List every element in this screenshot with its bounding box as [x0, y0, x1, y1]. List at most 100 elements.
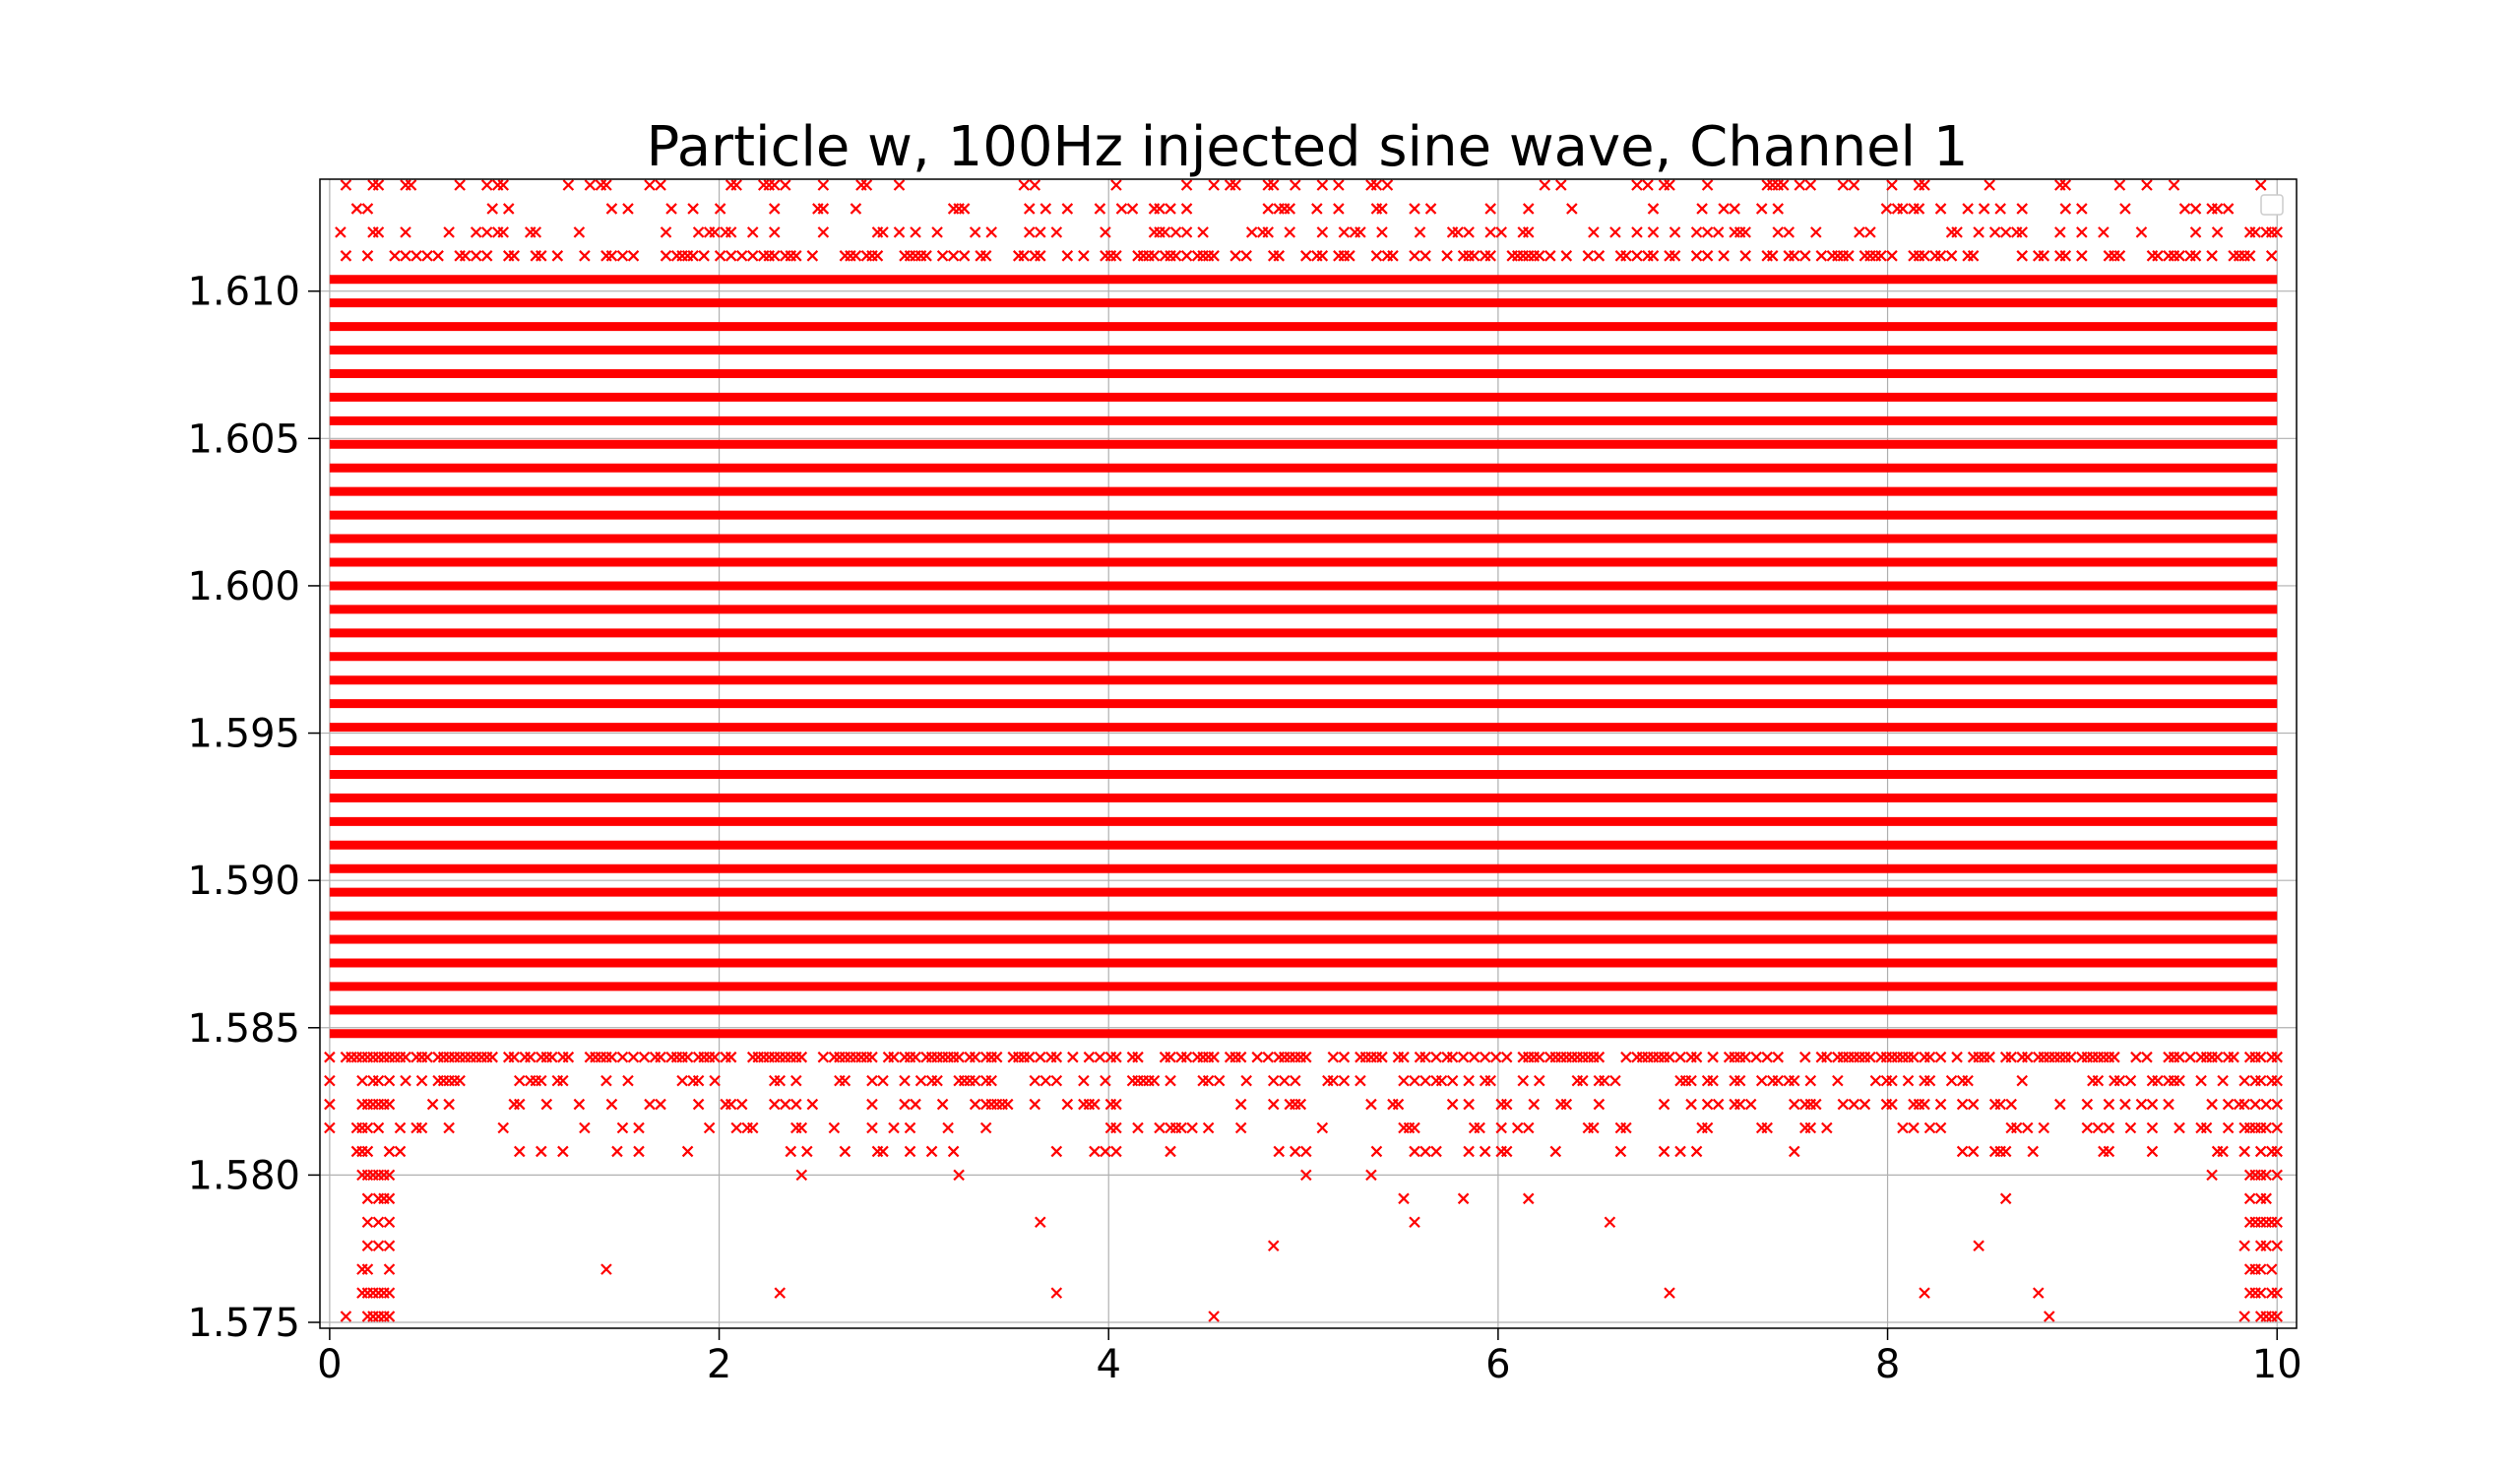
data-point	[985, 226, 997, 238]
data-point	[2168, 179, 2180, 191]
data-point	[2130, 1051, 2142, 1063]
data-point	[2059, 179, 2072, 191]
data-point	[1804, 1074, 1817, 1087]
data-point	[1593, 1098, 1606, 1111]
data-point	[2222, 1098, 2235, 1111]
data-point	[2092, 1121, 2105, 1134]
data-point	[1783, 226, 1796, 238]
x-tick-label: 2	[707, 1342, 731, 1387]
data-point	[709, 1051, 721, 1063]
data-point	[2249, 226, 2261, 238]
data-point	[1555, 179, 1567, 191]
data-point	[2238, 1311, 2250, 1322]
data-point	[735, 1098, 748, 1111]
data-point	[372, 179, 385, 191]
data-point	[1208, 179, 1220, 191]
data-point	[839, 1145, 851, 1158]
data-point	[687, 203, 699, 215]
data-point	[1430, 1051, 1442, 1063]
data-point	[1409, 1074, 1420, 1087]
data-point	[1560, 1098, 1573, 1111]
data-point	[1500, 1098, 1513, 1111]
data-point	[1376, 226, 1388, 238]
data-point	[400, 250, 411, 262]
data-point	[1208, 250, 1220, 262]
data-point	[497, 179, 510, 191]
data-point	[1300, 1169, 1312, 1182]
x-tick-label: 10	[2252, 1342, 2302, 1387]
data-point	[1300, 250, 1312, 262]
data-point	[1067, 1051, 1079, 1063]
data-point	[953, 1169, 965, 1182]
data-point	[969, 1098, 981, 1111]
data-point	[2119, 1098, 2131, 1111]
data-point	[969, 1051, 981, 1063]
data-point	[1202, 1121, 1215, 1134]
data-point	[2076, 250, 2088, 262]
data-point	[2260, 1169, 2272, 1182]
data-point	[579, 250, 591, 262]
data-point	[2206, 250, 2218, 262]
data-point	[2178, 203, 2191, 215]
data-point	[1089, 1145, 1101, 1158]
data-point	[714, 250, 726, 262]
data-point	[383, 1263, 396, 1275]
data-point	[899, 1074, 911, 1087]
data-point	[383, 1287, 396, 1299]
data-point	[1614, 1145, 1627, 1158]
data-point	[1919, 1098, 1930, 1111]
data-point	[1316, 250, 1329, 262]
data-point	[1333, 203, 1345, 215]
data-point	[1040, 203, 1052, 215]
data-point	[340, 1311, 352, 1322]
data-point	[1994, 1098, 2006, 1111]
data-point	[1712, 226, 1725, 238]
data-point	[1468, 1051, 1480, 1063]
data-point	[687, 250, 699, 262]
data-point	[616, 1121, 629, 1134]
data-point	[1050, 1287, 1063, 1299]
data-point	[1273, 250, 1286, 262]
y-tick-label: 1.605	[187, 416, 300, 462]
data-point	[1951, 226, 1963, 238]
data-point	[616, 250, 629, 262]
data-point	[2005, 1051, 2017, 1063]
data-point	[698, 250, 710, 262]
data-point	[2038, 1121, 2050, 1134]
data-point	[394, 1145, 407, 1158]
data-point	[372, 226, 385, 238]
data-point	[1061, 1098, 1074, 1111]
data-point	[724, 1051, 737, 1063]
data-point	[1577, 1074, 1589, 1087]
data-point	[426, 1098, 439, 1111]
data-point	[383, 1098, 396, 1111]
data-point	[936, 1098, 949, 1111]
data-point	[324, 1098, 336, 1111]
data-point	[1110, 1145, 1122, 1158]
data-point	[2081, 1098, 2094, 1111]
data-point	[2032, 1287, 2045, 1299]
data-point	[2206, 1169, 2218, 1182]
data-point	[1956, 1145, 1969, 1158]
data-point	[605, 203, 618, 215]
data-point	[2113, 179, 2126, 191]
data-point	[361, 1192, 374, 1205]
data-point	[1457, 1192, 1470, 1205]
data-point	[1495, 226, 1507, 238]
data-point	[1988, 226, 2001, 238]
data-point	[1718, 250, 1730, 262]
data-point	[1843, 250, 1855, 262]
data-point	[1544, 250, 1556, 262]
data-point	[774, 1287, 787, 1299]
data-point	[1923, 1074, 1936, 1087]
data-point	[562, 1051, 575, 1063]
data-point	[1463, 226, 1475, 238]
data-point	[1934, 250, 1947, 262]
data-point	[1284, 226, 1296, 238]
data-point	[470, 226, 482, 238]
data-point	[340, 179, 352, 191]
y-tick-label: 1.575	[187, 1301, 300, 1346]
data-point	[2228, 1051, 2239, 1063]
data-point	[480, 250, 493, 262]
data-point	[1290, 179, 1301, 191]
